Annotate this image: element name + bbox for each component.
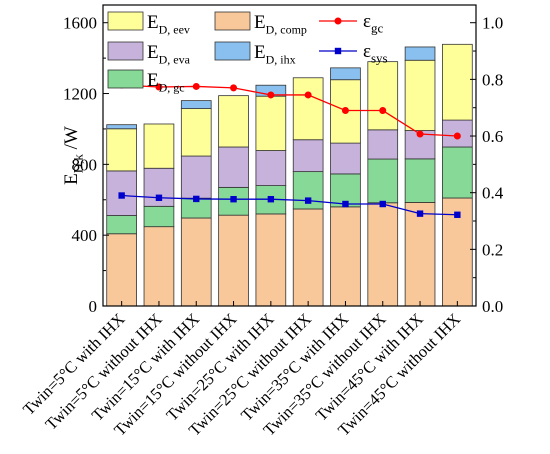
y-right-tick-label-0.6: 0.6 xyxy=(482,127,503,146)
y-right-tick-label-0.0: 0.0 xyxy=(482,297,503,316)
bar-dgc-1 xyxy=(143,205,175,228)
bar-deev-7 xyxy=(367,61,399,131)
legend-label-1: ED, comp xyxy=(254,12,307,37)
bar-deev-3 xyxy=(218,95,249,148)
point-gc-9 xyxy=(453,132,461,140)
point-sys-0 xyxy=(118,192,125,199)
legend-swatch-4 xyxy=(214,41,251,61)
bar-dgc-9 xyxy=(442,146,473,199)
bar-dcomp-2 xyxy=(180,217,212,307)
point-sys-2 xyxy=(193,195,200,203)
legend-swatch-6 xyxy=(107,69,144,89)
y-left-axis-title: ED,k /W xyxy=(61,126,86,185)
legend-marker-5 xyxy=(334,47,342,55)
bar-deva-4 xyxy=(255,150,287,187)
point-sys-7 xyxy=(379,200,386,208)
bar-dihx-0 xyxy=(106,124,137,130)
legend-swatch-0 xyxy=(107,11,144,31)
bar-deva-5 xyxy=(292,139,324,173)
legend-label-6: ED, gc xyxy=(147,70,185,95)
point-sys-9 xyxy=(454,211,461,218)
point-sys-1 xyxy=(155,194,163,201)
bar-deva-2 xyxy=(180,155,212,199)
bar-deva-3 xyxy=(218,146,249,188)
point-sys-6 xyxy=(342,200,349,208)
bar-dcomp-4 xyxy=(255,213,287,307)
point-gc-4 xyxy=(267,91,275,99)
y-right-tick-label-1.0: 1.0 xyxy=(482,14,503,33)
legend-label-4: ED, ihx xyxy=(254,42,296,67)
bar-dgc-7 xyxy=(367,158,399,204)
y-left-tick-label-1600: 1600 xyxy=(63,14,97,33)
y-left-tick-label-0: 0 xyxy=(89,297,98,316)
bar-deev-4 xyxy=(255,95,287,151)
bar-deev-0 xyxy=(106,128,137,172)
legend-swatch-1 xyxy=(214,11,251,31)
bar-dgc-0 xyxy=(106,215,137,235)
y-right-tick-label-0.8: 0.8 xyxy=(482,70,503,89)
bar-dihx-8 xyxy=(404,46,436,61)
legend-label-3: ED, eva xyxy=(147,42,191,67)
point-gc-3 xyxy=(230,84,238,92)
bar-dihx-6 xyxy=(330,67,361,81)
bar-dcomp-7 xyxy=(367,202,399,307)
bar-dgc-8 xyxy=(404,158,436,203)
y-left-tick-label-400: 400 xyxy=(72,226,98,245)
legend-label-2: εgc xyxy=(363,11,383,36)
bar-deev-9 xyxy=(442,43,473,121)
point-sys-4 xyxy=(267,195,275,203)
y-right-tick-label-0.4: 0.4 xyxy=(482,184,504,203)
bar-deev-1 xyxy=(143,123,175,169)
point-gc-7 xyxy=(379,107,387,115)
bar-dcomp-3 xyxy=(218,214,249,307)
y-right-tick-label-0.2: 0.2 xyxy=(482,240,503,259)
bar-deev-5 xyxy=(292,77,324,141)
point-sys-3 xyxy=(230,195,237,203)
bar-deev-2 xyxy=(180,108,212,157)
bar-deva-6 xyxy=(330,142,361,175)
bar-dcomp-5 xyxy=(292,208,324,307)
point-gc-2 xyxy=(192,82,200,90)
point-gc-5 xyxy=(304,91,312,99)
legend-swatch-3 xyxy=(107,41,144,61)
line-sys xyxy=(121,194,458,216)
point-sys-8 xyxy=(416,210,424,217)
bar-dcomp-8 xyxy=(404,202,436,307)
point-sys-5 xyxy=(304,197,312,204)
point-gc-6 xyxy=(341,107,349,115)
bar-dcomp-6 xyxy=(330,206,361,307)
bar-deva-7 xyxy=(367,129,399,160)
y-left-tick-label-800: 800 xyxy=(72,155,98,174)
y-left-tick-label-1200: 1200 xyxy=(63,85,97,104)
bar-dcomp-0 xyxy=(106,233,137,307)
bar-dihx-2 xyxy=(180,100,212,109)
legend-marker-2 xyxy=(334,17,342,25)
bar-deev-8 xyxy=(404,59,436,131)
legend-label-5: εsys xyxy=(363,41,388,66)
bar-dcomp-1 xyxy=(143,226,175,307)
plot-frame xyxy=(102,4,477,307)
point-gc-1 xyxy=(155,83,163,91)
line-gc xyxy=(121,84,458,137)
point-gc-8 xyxy=(416,130,424,138)
legend-label-0: ED, eev xyxy=(147,12,190,37)
